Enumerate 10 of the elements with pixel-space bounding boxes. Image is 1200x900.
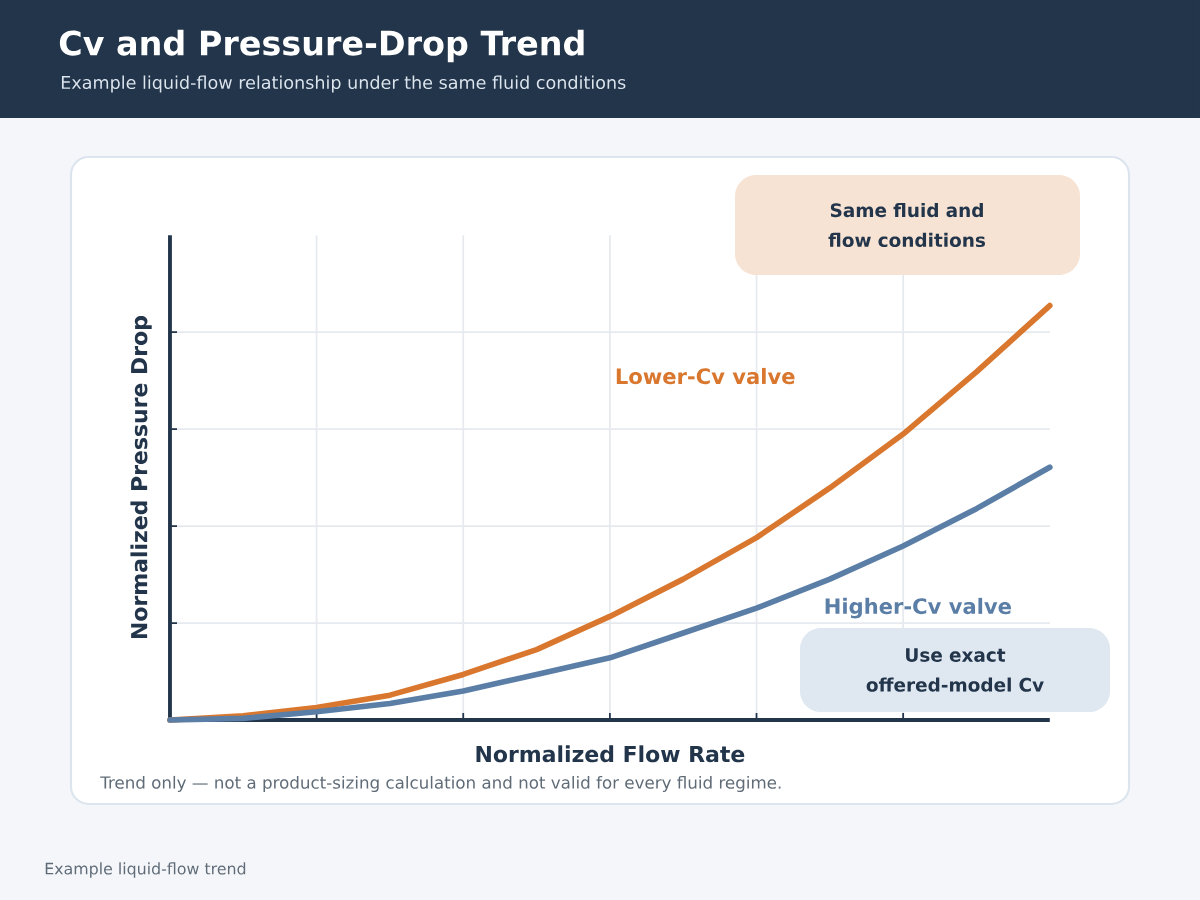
text: Example liquid-flow trend bbox=[45, 862, 246, 878]
text: Trend only — not a product-sizing calculation and not valid for every fluid regime. bbox=[100, 775, 781, 793]
annotation: Use exact offered-model Cv bbox=[866, 648, 1044, 692]
series-label: Higher-Cv valve bbox=[825, 597, 1011, 619]
chart-subtitle: Example liquid-flow relationship under the same fluid conditions bbox=[61, 75, 626, 93]
y-axis-title: Normalized Pressure Drop bbox=[130, 316, 152, 639]
text: Lower-Cv valve bbox=[616, 367, 795, 385]
x-axis-title: Normalized Flow Rate bbox=[476, 745, 745, 763]
text: Same fluid and flow conditions bbox=[828, 202, 986, 248]
chart-title: Cv and Pressure-Drop Trend bbox=[59, 29, 584, 63]
